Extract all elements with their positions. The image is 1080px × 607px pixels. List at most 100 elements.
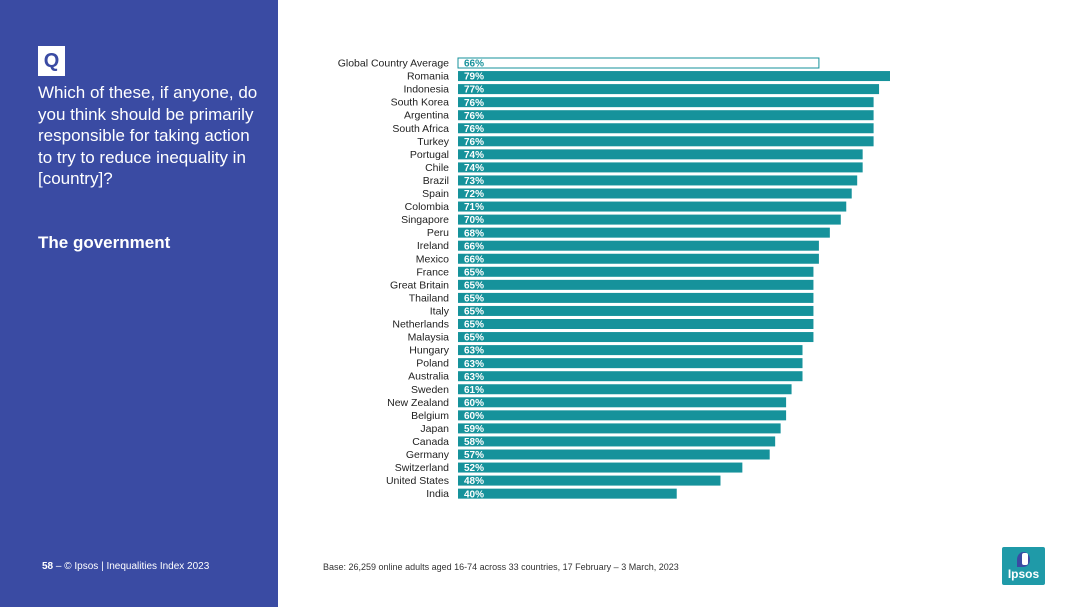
- ipsos-logo-icon: Ipsos: [1002, 547, 1045, 585]
- value-label: 76%: [464, 111, 484, 122]
- bar-argentina: [458, 110, 874, 121]
- bar-peru: [458, 227, 830, 238]
- bar-spain: [458, 188, 852, 199]
- value-label: 68%: [464, 228, 484, 239]
- bar-singapore: [458, 214, 841, 225]
- bar-mexico: [458, 253, 819, 264]
- value-label: 65%: [464, 333, 484, 344]
- category-label: Peru: [427, 227, 449, 239]
- bar-ireland: [458, 240, 819, 251]
- value-label: 71%: [464, 202, 484, 213]
- base-note: Base: 26,259 online adults aged 16-74 ac…: [323, 562, 679, 572]
- value-label: 63%: [464, 346, 484, 357]
- value-label: 48%: [464, 476, 484, 487]
- category-label: Ireland: [417, 240, 449, 252]
- value-label: 76%: [464, 137, 484, 148]
- category-label: Global Country Average: [338, 58, 449, 70]
- page-number: 58: [42, 561, 54, 572]
- answer-label: The government: [38, 233, 171, 252]
- bar-portugal: [458, 149, 863, 160]
- value-label: 66%: [464, 254, 484, 265]
- category-label: New Zealand: [387, 397, 449, 409]
- bar-thailand: [458, 292, 814, 303]
- left-panel: Q Which of these, if anyone, do you thin…: [0, 0, 278, 607]
- value-label: 76%: [464, 124, 484, 135]
- bar-south-korea: [458, 97, 874, 108]
- logo-mark-inner: [1022, 553, 1028, 565]
- value-label: 63%: [464, 359, 484, 370]
- bar-brazil: [458, 175, 858, 186]
- category-label: Singapore: [401, 214, 449, 226]
- category-label: Portugal: [410, 149, 449, 161]
- category-label: Switzerland: [395, 462, 449, 474]
- category-label: Romania: [407, 71, 449, 83]
- category-label: Mexico: [416, 253, 449, 265]
- question-text: Which of these, if anyone, do you think …: [38, 83, 258, 189]
- value-label: 59%: [464, 424, 484, 435]
- value-label: 60%: [464, 411, 484, 422]
- category-label: Thailand: [409, 292, 449, 304]
- bar-romania: [458, 71, 890, 82]
- bar-malaysia: [458, 332, 814, 343]
- category-label: Chile: [425, 162, 449, 174]
- value-label: 65%: [464, 307, 484, 318]
- category-label: South Africa: [392, 123, 449, 135]
- value-label: 60%: [464, 398, 484, 409]
- category-label: Hungary: [409, 345, 449, 357]
- bar-hungary: [458, 345, 803, 356]
- bar-global-country-average: [457, 57, 820, 69]
- footer: 58 – © Ipsos | Inequalities Index 2023: [42, 561, 209, 572]
- bar-belgium: [458, 410, 787, 421]
- bar-great-britain: [458, 279, 814, 290]
- category-label: Sweden: [411, 384, 449, 396]
- bar-south-africa: [458, 123, 874, 134]
- category-label: Italy: [430, 305, 450, 317]
- value-label: 77%: [464, 85, 484, 96]
- value-label: 65%: [464, 294, 484, 305]
- value-label: 65%: [464, 280, 484, 291]
- bar-switzerland: [458, 462, 743, 473]
- bar-turkey: [458, 136, 874, 147]
- category-label: Belgium: [411, 410, 449, 422]
- bar-italy: [458, 305, 814, 316]
- bar-canada: [458, 436, 776, 447]
- category-label: Indonesia: [403, 84, 449, 96]
- logo-text: Ipsos: [1007, 567, 1040, 581]
- value-label: 74%: [464, 150, 484, 161]
- value-label: 65%: [464, 267, 484, 278]
- question-badge: Q: [38, 46, 65, 76]
- footer-copyright: – © Ipsos | Inequalities Index 2023: [55, 561, 210, 572]
- value-label: 73%: [464, 176, 484, 187]
- value-label: 74%: [464, 163, 484, 174]
- bar-india: [458, 488, 677, 499]
- value-label: 40%: [464, 489, 484, 500]
- category-label: Germany: [406, 449, 450, 461]
- value-label: 61%: [464, 385, 484, 396]
- category-label: Argentina: [404, 110, 449, 122]
- category-label: Malaysia: [408, 332, 450, 344]
- bar-netherlands: [458, 319, 814, 329]
- value-label: 65%: [464, 320, 484, 331]
- bar-united-states: [458, 475, 721, 486]
- value-label: 58%: [464, 437, 484, 448]
- category-label: India: [426, 488, 449, 500]
- value-label: 52%: [464, 463, 484, 474]
- bar-australia: [458, 371, 803, 382]
- bar-france: [458, 266, 814, 277]
- bar-colombia: [458, 201, 847, 212]
- value-label: 66%: [464, 59, 484, 70]
- bar-chile: [458, 162, 863, 173]
- category-label: United States: [386, 475, 449, 487]
- bar-japan: [458, 423, 781, 434]
- value-label: 70%: [464, 215, 484, 226]
- category-label: Canada: [412, 436, 449, 448]
- category-label: Poland: [416, 358, 449, 370]
- category-label: France: [416, 266, 449, 278]
- bar-poland: [458, 358, 803, 369]
- bar-germany: [458, 449, 770, 460]
- value-label: 79%: [464, 72, 484, 83]
- category-label: Netherlands: [392, 319, 449, 331]
- category-label: Turkey: [417, 136, 449, 148]
- category-label: Colombia: [405, 201, 450, 213]
- category-label: South Korea: [391, 97, 450, 109]
